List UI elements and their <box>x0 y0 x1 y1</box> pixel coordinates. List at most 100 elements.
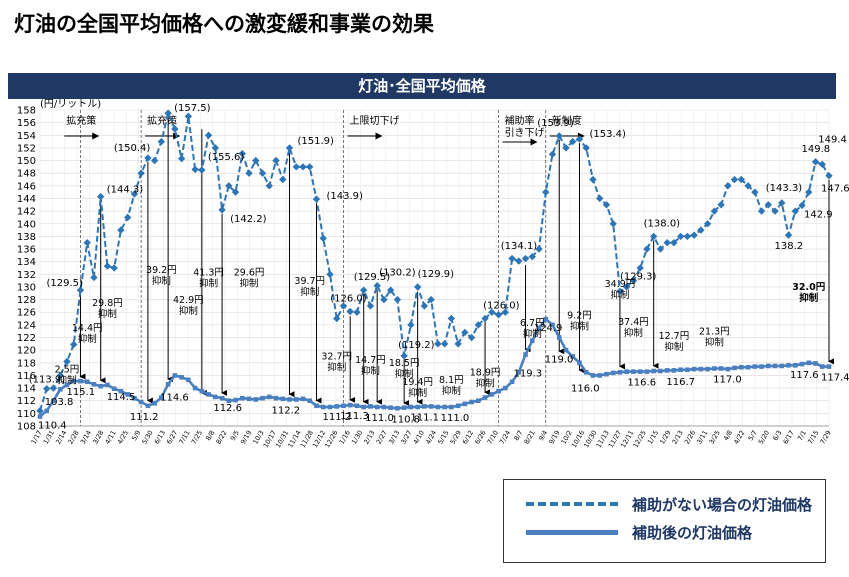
suppression-amount-label: 6.7円 <box>520 318 545 329</box>
data-point-without-subsidy <box>811 158 820 166</box>
data-point-with-subsidy <box>233 397 238 403</box>
data-point-without-subsidy <box>265 182 273 190</box>
data-point-without-subsidy <box>319 234 327 242</box>
data-point-with-subsidy <box>637 369 643 374</box>
data-point-with-subsidy <box>273 395 279 401</box>
data-point-with-subsidy <box>368 404 373 409</box>
suppression-sub-label: 抑制 <box>705 336 724 348</box>
data-point-with-subsidy <box>219 395 225 401</box>
data-point-without-subsidy <box>238 149 246 158</box>
point-label: (143.9) <box>326 191 363 202</box>
suppression-sub-label: 抑制 <box>300 286 319 298</box>
point-label: 110.4 <box>38 421 67 432</box>
x-tick-label: 3/11 <box>695 429 709 446</box>
legend-label-with-subsidy: 補助後の灯油価格 <box>632 523 753 542</box>
x-tick-label: 6/12 <box>461 429 475 446</box>
data-point-without-subsidy <box>299 163 307 171</box>
suppression-sub-label: 抑制 <box>179 305 198 317</box>
point-label: 149.4 <box>818 134 847 145</box>
data-point-with-subsidy <box>476 398 481 404</box>
data-point-without-subsidy <box>420 302 429 310</box>
suppression-sub-label: 抑制 <box>799 292 819 304</box>
data-point-without-subsidy <box>440 340 449 348</box>
data-point-without-subsidy <box>609 220 617 228</box>
data-point-without-subsidy <box>211 144 220 152</box>
y-tick-label: 116 <box>17 371 36 382</box>
data-point-without-subsidy <box>521 254 530 263</box>
data-point-without-subsidy <box>413 283 422 291</box>
data-point-without-subsidy <box>488 308 496 316</box>
data-point-with-subsidy <box>523 352 528 357</box>
data-point-without-subsidy <box>245 169 253 177</box>
data-point-without-subsidy <box>157 137 166 146</box>
point-label: (142.2) <box>230 214 267 225</box>
data-point-with-subsidy <box>37 414 43 419</box>
point-label: (126.0) <box>330 294 367 305</box>
y-tick-label: 138 <box>17 232 36 243</box>
data-point-without-subsidy <box>515 257 523 265</box>
suppression-sub-label: 抑制 <box>408 387 427 399</box>
data-point-with-subsidy <box>314 403 319 409</box>
policy-phase-label: 上限切下げ <box>349 115 399 127</box>
data-point-without-subsidy <box>461 328 469 337</box>
data-point-with-subsidy <box>772 363 778 369</box>
data-point-with-subsidy <box>556 335 562 340</box>
data-point-with-subsidy <box>712 366 717 371</box>
data-point-without-subsidy <box>353 308 361 316</box>
suppression-amount-label: 29.6円 <box>234 268 265 279</box>
data-point-without-subsidy <box>683 232 692 241</box>
x-tick-label: 7/24 <box>498 429 512 446</box>
point-label: (129.5) <box>354 272 391 283</box>
chart-grid <box>39 109 830 427</box>
data-point-without-subsidy <box>805 188 813 196</box>
y-tick-label: 120 <box>17 346 36 357</box>
suppression-arrows <box>79 117 834 407</box>
suppression-sub-label: 抑制 <box>442 385 461 397</box>
data-point-with-subsidy <box>381 404 387 410</box>
data-point-with-subsidy <box>496 388 501 394</box>
point-label: 103.8 <box>45 397 74 408</box>
point-label: 117.0 <box>713 374 742 385</box>
data-point-without-subsidy <box>400 352 408 360</box>
point-label: 138.2 <box>775 241 804 252</box>
x-tick-label: 4/24 <box>424 429 438 446</box>
data-point-without-subsidy <box>494 311 503 319</box>
data-point-without-subsidy <box>198 166 206 174</box>
y-tick-label: 108 <box>17 422 36 433</box>
data-point-without-subsidy <box>616 287 624 296</box>
x-tick-label: 1/30 <box>350 429 364 446</box>
data-point-without-subsidy <box>70 340 78 349</box>
data-point-without-subsidy <box>150 156 159 165</box>
data-point-with-subsidy <box>455 403 461 409</box>
data-point-without-subsidy <box>737 175 746 184</box>
data-point-without-subsidy <box>467 333 476 342</box>
data-point-without-subsidy <box>629 276 638 285</box>
data-point-without-subsidy <box>764 201 772 209</box>
y-tick-label: 122 <box>17 333 36 344</box>
y-tick-label: 128 <box>17 295 36 306</box>
data-point-with-subsidy <box>779 363 785 369</box>
y-axis-label: (円/リットル) <box>40 99 101 110</box>
y-tick-label: 136 <box>17 245 36 256</box>
legend-label-without-subsidy: 補助がない場合の灯油価格 <box>632 495 813 514</box>
data-point-with-subsidy <box>165 381 171 387</box>
data-point-with-subsidy <box>401 405 407 410</box>
point-label: (143.3) <box>766 183 803 194</box>
x-tick-label: 3/13 <box>387 429 401 446</box>
suppression-sub-label: 抑制 <box>395 368 414 380</box>
suppression-amount-label: 39.2円 <box>146 265 177 276</box>
data-point-without-subsidy <box>164 109 172 117</box>
point-label: 117.6 <box>790 370 819 381</box>
x-tick-label: 7/15 <box>806 429 820 446</box>
suppression-amount-label: 14.4円 <box>72 323 103 334</box>
data-point-without-subsidy <box>292 163 300 171</box>
data-point-without-subsidy <box>110 264 118 272</box>
data-point-without-subsidy <box>447 314 456 323</box>
data-point-with-subsidy <box>759 364 764 369</box>
data-point-with-subsidy <box>192 385 198 391</box>
data-point-with-subsidy <box>449 404 454 410</box>
point-label: 116.0 <box>571 383 600 394</box>
data-point-without-subsidy <box>90 273 98 282</box>
x-tick-label: 3/25 <box>708 429 722 446</box>
data-point-with-subsidy <box>307 398 313 404</box>
